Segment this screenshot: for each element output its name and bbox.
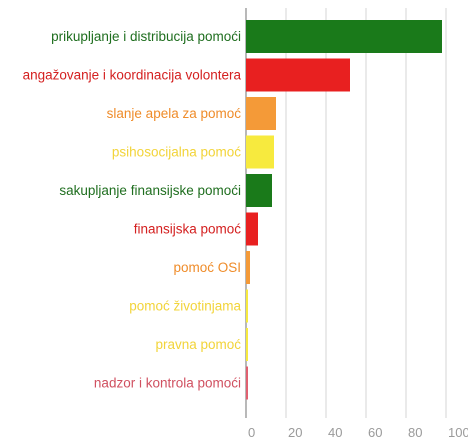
bar-7 <box>246 289 248 323</box>
x-tick-label: 0 <box>248 425 255 440</box>
x-tick-label: 80 <box>408 425 422 440</box>
bars <box>246 20 442 400</box>
bar-4 <box>246 174 272 207</box>
category-label: pomoć OSI <box>173 260 241 275</box>
bar-1 <box>246 58 350 92</box>
bar-8 <box>246 328 248 361</box>
x-tick-label: 60 <box>368 425 382 440</box>
category-label: prikupljanje i distribucija pomoći <box>51 29 241 44</box>
bar-2 <box>246 97 276 130</box>
x-tick-label: 100 <box>448 425 468 440</box>
category-label: pomoć životinjama <box>129 299 241 314</box>
bar-5 <box>246 212 258 246</box>
category-label: pravna pomoć <box>155 337 241 352</box>
category-label: slanje apela za pomoć <box>107 106 242 121</box>
bar-0 <box>246 20 442 53</box>
x-tick-labels: 0 20 40 60 80 100 <box>248 425 468 440</box>
bar-9 <box>246 366 248 400</box>
x-tick-label: 40 <box>328 425 342 440</box>
category-labels: prikupljanje i distribucija pomoći angažo… <box>23 29 242 391</box>
x-tick-label: 20 <box>288 425 302 440</box>
bar-6 <box>246 251 250 284</box>
bar-3 <box>246 135 274 169</box>
category-label: psihosocijalna pomoć <box>112 145 241 160</box>
category-label: angažovanje i koordinacija volontera <box>23 68 242 83</box>
category-label: nadzor i kontrola pomoći <box>94 376 241 391</box>
category-label: sakupljanje finansijske pomoći <box>59 183 241 198</box>
category-label: finansijska pomoć <box>134 222 242 237</box>
